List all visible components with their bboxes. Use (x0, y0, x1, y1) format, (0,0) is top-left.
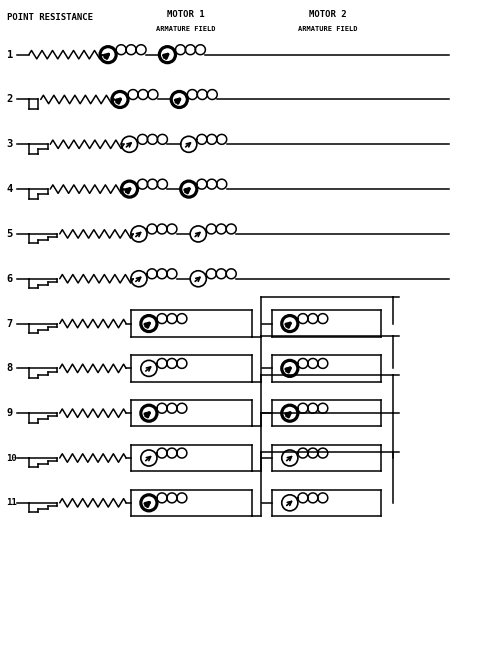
Text: MOTOR 1: MOTOR 1 (167, 10, 204, 19)
Text: 11: 11 (7, 498, 17, 507)
Text: 2: 2 (7, 95, 13, 105)
Text: 9: 9 (7, 408, 13, 418)
Text: POINT RESISTANCE: POINT RESISTANCE (7, 13, 93, 22)
Text: 1: 1 (7, 50, 13, 60)
Text: 4: 4 (7, 184, 13, 194)
Text: 8: 8 (7, 364, 13, 374)
Text: MOTOR 2: MOTOR 2 (309, 10, 347, 19)
Text: 6: 6 (7, 274, 13, 284)
Text: 5: 5 (7, 229, 13, 239)
Text: ARMATURE FIELD: ARMATURE FIELD (298, 26, 358, 32)
Text: ARMATURE FIELD: ARMATURE FIELD (156, 26, 215, 32)
Text: 3: 3 (7, 139, 13, 149)
Text: 10: 10 (7, 454, 17, 462)
Text: 7: 7 (7, 318, 13, 328)
